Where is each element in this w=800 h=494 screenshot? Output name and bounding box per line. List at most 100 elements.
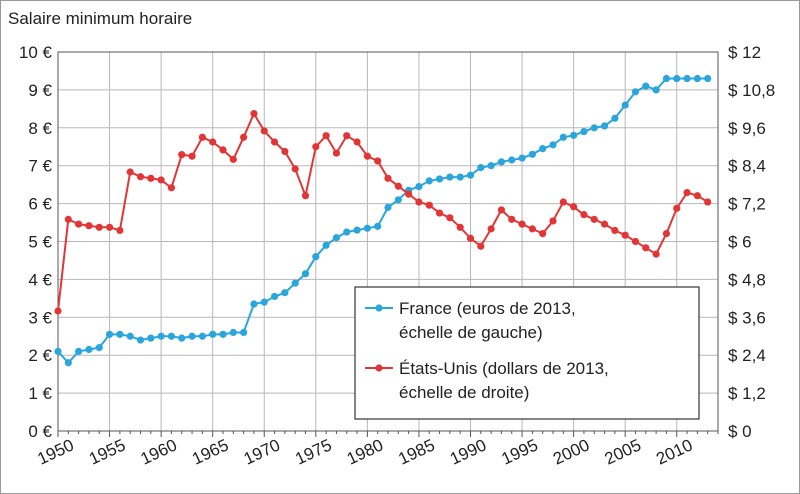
data-point [704,198,712,206]
series-usa [54,109,712,315]
y-right-tick-label: $ 0 [728,422,752,441]
data-point [394,196,402,204]
legend: France (euros de 2013, échelle de gauche)… [354,286,700,420]
data-point [446,214,454,222]
data-point [704,74,712,83]
data-point [332,149,341,157]
data-point [105,330,114,338]
y-left-tick-label: 7 € [28,157,52,176]
data-point [322,132,330,140]
data-point [281,289,289,297]
y-right-tick-label: $ 4,8 [728,270,766,289]
legend-label: échelle de droite) [399,383,529,402]
legend-swatch-marker [375,304,383,312]
data-point [229,155,237,163]
data-point [363,152,371,160]
data-point [209,330,217,338]
data-point [477,242,485,250]
data-point [105,223,114,231]
data-point [590,124,598,132]
x-tick-label: 1995 [499,435,541,468]
data-point [559,198,567,206]
y-left-tick-label: 2 € [28,346,52,365]
data-point [54,307,62,315]
data-point [621,231,629,239]
data-point [85,222,93,230]
data-point [75,220,83,228]
data-point [621,101,629,109]
y-right-tick-label: $ 8,4 [728,157,766,176]
legend-entry: France (euros de 2013, échelle de gauche) [365,299,576,342]
data-point [508,215,516,223]
data-point [425,177,433,185]
data-point [136,336,145,344]
data-point [518,154,526,162]
data-point [518,220,526,228]
y-right-tick-label: $ 10,8 [728,81,775,100]
data-point [116,330,124,338]
data-point [600,122,609,130]
data-point [95,223,103,231]
data-point [435,209,444,217]
data-point [157,332,165,340]
series-france [54,74,712,367]
data-point [466,171,475,179]
data-point [374,222,382,230]
y-left-tick-label: 0 € [28,422,52,441]
data-point [270,138,279,146]
data-point [126,332,134,340]
data-point [456,173,464,181]
y-left-tick-label: 9 € [28,81,52,100]
data-point [260,298,268,306]
data-point [291,279,299,287]
data-point [611,114,619,122]
data-point [198,332,206,340]
x-tick-label: 1955 [86,435,128,468]
legend-entry: États-Unis (dollars de 2013, échelle de d… [365,359,609,402]
data-point [75,347,83,356]
data-point [147,334,155,342]
data-point [281,147,289,156]
legend-label: échelle de gauche) [399,323,543,342]
data-point [250,300,258,308]
data-point [167,184,176,192]
data-point [209,138,217,146]
data-point [312,253,320,261]
data-point [673,204,681,212]
data-point [683,74,691,83]
data-point [642,82,650,90]
data-point [415,198,423,206]
data-point [240,133,248,141]
x-tick-label: 2010 [653,435,695,468]
y-left-tick-label: 10 € [19,43,53,62]
data-point [301,192,310,200]
data-point [611,226,619,235]
data-point [116,226,124,235]
data-point [652,250,660,258]
data-point [549,141,557,149]
data-point [394,182,402,190]
x-tick-label: 1965 [189,435,231,468]
data-point [157,176,165,184]
x-tick-label: 1990 [447,435,489,468]
x-tick-label: 1980 [344,435,386,468]
data-point [466,234,475,242]
data-point [539,145,547,153]
data-point [559,133,567,141]
data-point [291,165,299,173]
data-point [64,359,72,367]
data-point [693,192,701,200]
data-point [188,152,196,160]
legend-swatch-marker [375,364,383,372]
data-point [95,344,103,352]
y-left-tick-label: 5 € [28,233,52,252]
chart-title: Salaire minimum horaire [8,9,192,28]
data-point [54,347,62,356]
data-point [528,225,536,233]
data-point [508,156,516,164]
data-point [240,328,248,337]
x-tick-label: 2005 [602,435,644,468]
data-point [631,237,640,246]
data-point [662,230,671,238]
series-line [57,77,708,365]
